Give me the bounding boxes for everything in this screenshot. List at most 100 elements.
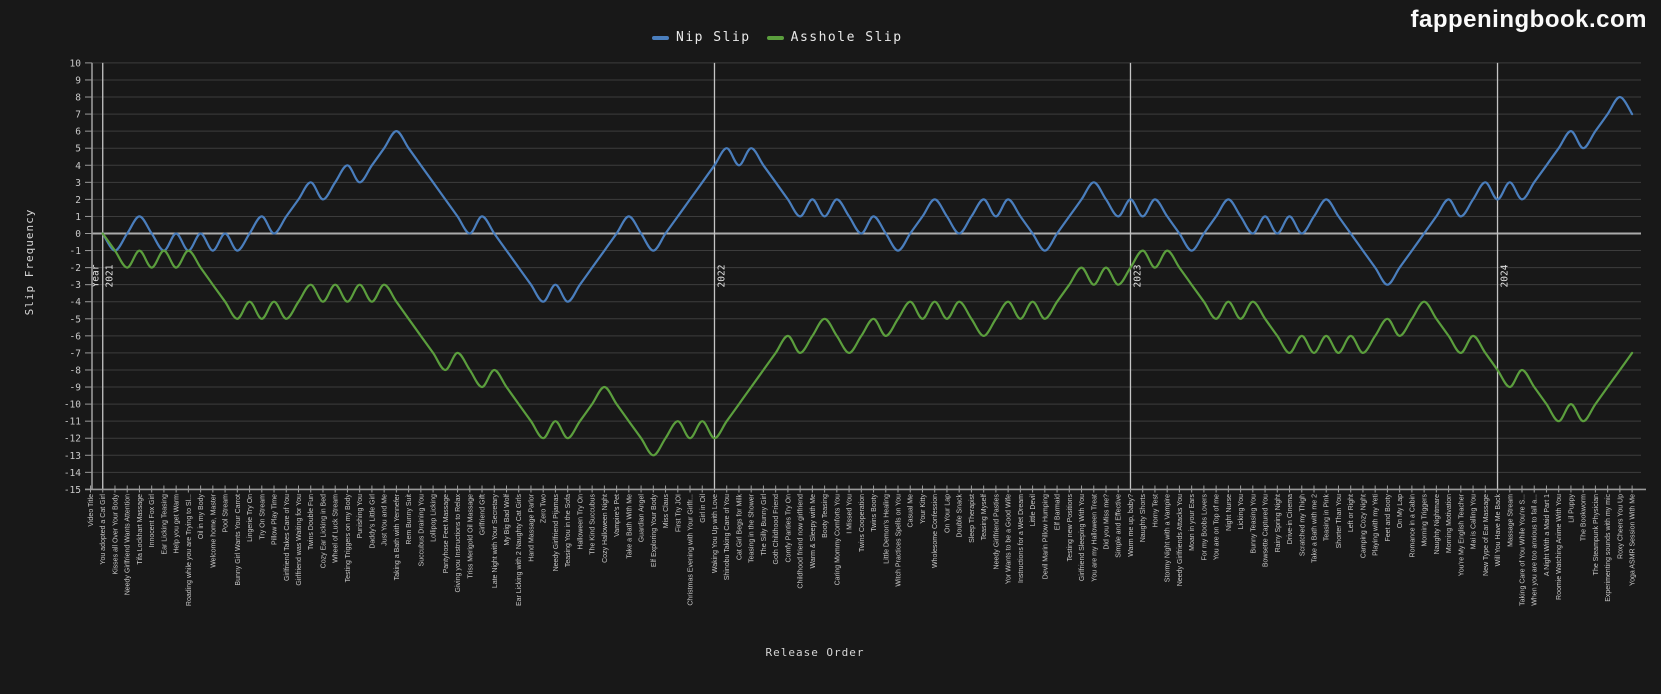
x-tick-label: Yor Wants to be a Good Wife bbox=[1006, 494, 1013, 584]
y-tick-label: 2 bbox=[75, 195, 81, 206]
x-tick-label: Girl in Oil bbox=[700, 494, 707, 523]
x-tick-label: Taking a Bath with Yennefer bbox=[394, 493, 401, 580]
year-label: 2022 bbox=[717, 265, 728, 288]
x-tick-label: Mai is Calling You bbox=[1471, 494, 1478, 549]
year-axis-title: Year bbox=[91, 264, 102, 287]
year-label: 2024 bbox=[1500, 264, 1511, 287]
x-tick-label: Booty Teasing bbox=[822, 494, 829, 538]
y-tick-label: -4 bbox=[70, 297, 82, 308]
x-tick-label: Shinobu Taking Care of You bbox=[724, 494, 731, 580]
x-tick-label: Teasing You in the Sofa bbox=[565, 494, 572, 567]
x-tick-label: Halloween Try On bbox=[577, 494, 584, 550]
x-tick-label: Feet and Booty bbox=[1385, 494, 1392, 542]
x-tick-label: Rem Bunny Suit bbox=[406, 494, 413, 545]
x-tick-label: Triss Merigold Oil Massage bbox=[467, 494, 474, 579]
x-tick-label: Devil Marin Pillow Humping bbox=[1042, 494, 1049, 579]
x-tick-label: Needy Girlfriend Pijamas bbox=[553, 494, 560, 572]
x-tick-label: Did you Miss me? bbox=[1104, 494, 1111, 550]
x-tick-label: Teasing Myself bbox=[981, 494, 988, 540]
legend-item-nip-slip[interactable]: Nip Slip bbox=[652, 30, 751, 45]
x-tick-label: Punishing You bbox=[357, 494, 364, 538]
y-axis-title: Slip Frequency bbox=[23, 209, 36, 316]
x-tick-label: A Night With a Maid Part 1 bbox=[1544, 494, 1551, 576]
y-tick-label: 1 bbox=[75, 212, 81, 223]
x-tick-label: Waking You Up with Love bbox=[712, 494, 719, 573]
asshole-slip-swatch-icon bbox=[766, 35, 784, 40]
x-tick-label: Sleep Therapist bbox=[969, 494, 976, 543]
x-tick-label: Naughty Shorts bbox=[1140, 494, 1147, 543]
year-label: 2021 bbox=[105, 264, 116, 287]
x-tick-label: Licking You bbox=[1238, 494, 1245, 530]
x-tick-label: Little Demon's Healing bbox=[883, 494, 890, 564]
x-tick-label: Wheel of Luck Stream bbox=[333, 494, 340, 563]
x-tick-label: Instructions for a Wet Dream bbox=[1018, 494, 1025, 583]
x-tick-label: Ear Licking Teasing bbox=[161, 494, 168, 555]
x-tick-label: Testing Triggers on my Body bbox=[345, 494, 352, 583]
x-tick-label: Camping Cozy Night bbox=[1360, 494, 1367, 558]
x-tick-label: You adopted a Cat Girl bbox=[100, 494, 107, 565]
x-tick-label: On My Lap bbox=[1397, 494, 1404, 528]
x-tick-label: Roxy Cheers You Up bbox=[1617, 494, 1624, 559]
x-tick-label: You are my Halloween Treat bbox=[1091, 494, 1098, 582]
legend-item-asshole-slip[interactable]: Asshole Slip bbox=[766, 30, 903, 45]
x-tick-label: First Try JOI bbox=[675, 494, 682, 532]
x-tick-label: Double Snack bbox=[957, 494, 964, 538]
x-tick-label: I Missed You bbox=[847, 494, 854, 534]
x-tick-label: Elf Exploring Your Body bbox=[651, 494, 658, 568]
x-tick-label: Wholesome Confession bbox=[932, 494, 939, 568]
x-tick-label: Bowsette Captured You bbox=[1263, 494, 1270, 567]
site-logo[interactable]: fappeningbook.com bbox=[1410, 6, 1647, 33]
x-tick-label: Girlfriend Takes Care of You bbox=[284, 494, 291, 581]
x-tick-label: Taking Care of You While You're S... bbox=[1520, 494, 1527, 606]
x-tick-label: Moan in your Ears bbox=[1189, 494, 1196, 551]
x-tick-label: Stormy Night with a Vampire bbox=[1165, 494, 1172, 582]
x-tick-label: Morning Motivation bbox=[1446, 494, 1453, 553]
y-tick-label: -10 bbox=[64, 400, 81, 411]
x-tick-label: Your Kitty bbox=[920, 494, 927, 524]
x-tick-label: The Bookworm bbox=[1581, 494, 1588, 541]
y-tick-label: 3 bbox=[75, 178, 81, 189]
x-tick-label: Try On Stream bbox=[259, 494, 266, 540]
y-tick-label: -15 bbox=[64, 485, 81, 496]
y-tick-label: -2 bbox=[70, 263, 81, 274]
x-tick-label: Experimenting sounds with my mic bbox=[1605, 494, 1612, 602]
x-tick-label: Kisses all Over Your Body bbox=[113, 494, 120, 575]
y-tick-label: -7 bbox=[70, 348, 81, 359]
nip-slip-swatch-icon bbox=[652, 35, 669, 40]
x-tick-label: When you are too anxious to fall a... bbox=[1532, 494, 1539, 606]
x-tick-label: Pantyhose Feet Massage bbox=[443, 494, 450, 573]
x-tick-label: Bunny Teasing You bbox=[1250, 494, 1257, 554]
x-tick-label: Zero Two bbox=[541, 494, 548, 523]
chart-legend: Nip Slip Asshole Slip bbox=[652, 30, 903, 45]
x-tick-label: Will You Have Me Back bbox=[1495, 494, 1502, 567]
y-tick-label: -12 bbox=[64, 434, 81, 445]
x-tick-label: Giving you Instructions to Relax bbox=[455, 494, 462, 593]
x-tick-label: Warm me up, baby? bbox=[1128, 494, 1135, 557]
x-tick-label: For my Boobs Lovers bbox=[1201, 494, 1208, 561]
x-tick-label: Yoga ASMR Session With Me bbox=[1630, 494, 1637, 586]
x-tick-label: Roading while you are Trying to Sl... bbox=[186, 494, 193, 606]
x-tick-label: Innocent Fox Girl bbox=[149, 494, 156, 548]
y-tick-label: -9 bbox=[70, 383, 82, 394]
x-tick-label: Vampire's Pet bbox=[614, 494, 621, 537]
x-tick-label: Elf Barmaid bbox=[1055, 494, 1062, 530]
x-tick-label: My Big Bad Wolf bbox=[504, 494, 511, 546]
x-tick-label: Help you get Warm bbox=[174, 494, 181, 554]
x-tick-label: Comfy Panties Try On bbox=[785, 494, 792, 563]
x-tick-label: Shorter Than You bbox=[1336, 494, 1343, 548]
x-tick-label: Night Nurse bbox=[1226, 494, 1233, 531]
y-tick-label: 6 bbox=[75, 127, 81, 138]
x-tick-label: The Steampunk Physician bbox=[1593, 494, 1600, 575]
x-tick-label: Childhood friend now girlfriend bbox=[798, 494, 805, 589]
legend-label-nip-slip: Nip Slip bbox=[676, 30, 751, 45]
x-tick-label: On Your Lap bbox=[944, 494, 951, 533]
x-axis-title: Release Order bbox=[765, 646, 864, 659]
x-tick-label: Goth Childhood Friend bbox=[773, 494, 780, 565]
x-tick-label: Little Devil bbox=[1030, 494, 1037, 527]
x-tick-label: Christmas Evening with Your Girlfr... bbox=[688, 494, 695, 606]
x-tick-label: Guardian Angel bbox=[639, 494, 646, 543]
x-tick-label: The Silly Bunny Girl bbox=[761, 494, 768, 556]
x-tick-label: You're My English Teacher bbox=[1458, 493, 1465, 576]
x-tick-label: Take a Bath With Me bbox=[626, 494, 633, 559]
x-tick-label: Miss Claus bbox=[663, 494, 670, 529]
